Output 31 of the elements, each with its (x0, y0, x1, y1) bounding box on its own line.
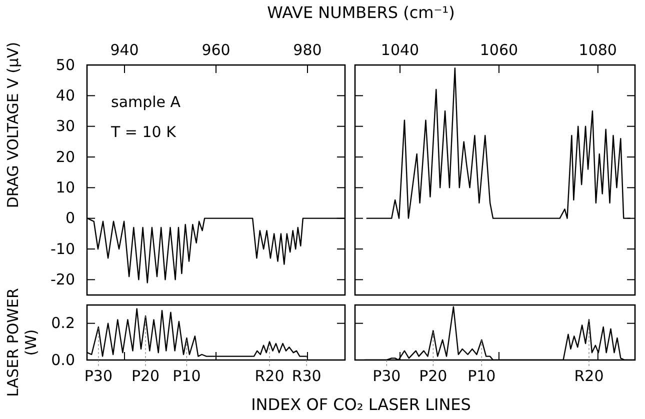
y-tick-label: 40 (56, 86, 75, 104)
annotation: T = 10 K (110, 123, 178, 141)
annotation: P10 (468, 367, 496, 385)
annotation: P10 (172, 367, 201, 385)
annotation: P20 (419, 367, 448, 385)
x-axis-title: INDEX OF CO₂ LASER LINES (251, 395, 471, 414)
x2-axis-title: WAVE NUMBERS (cm⁻¹) (267, 3, 455, 22)
y-tick-label: 50 (56, 56, 75, 74)
annotation: sample A (111, 93, 182, 111)
annotation: R20 (254, 367, 284, 385)
y-tick-label: -10 (50, 240, 75, 258)
y-tick-label: 10 (56, 178, 75, 196)
y-tick-label: 30 (56, 117, 75, 136)
y-axis-title: DRAG VOLTAGE V (μV) (4, 42, 22, 208)
x-tick-label: 1060 (480, 41, 518, 59)
x-tick-label: 980 (293, 41, 322, 59)
y-tick-label: 20 (56, 148, 75, 166)
annotation: P30 (372, 367, 401, 385)
y-tick-label: 0.0 (51, 350, 75, 369)
annotation: R30 (292, 367, 322, 385)
x-tick-label: 960 (202, 41, 230, 59)
annotation: R20 (574, 367, 604, 385)
x-tick-label: 940 (110, 41, 139, 59)
y-tick-label: 0.2 (51, 314, 75, 332)
y-tick-label: -20 (50, 270, 75, 288)
y-tick-label: 0 (65, 209, 75, 228)
annotation: P20 (131, 367, 160, 385)
y-axis-title: LASER POWER (W) (4, 288, 40, 397)
x-tick-label: 1080 (578, 41, 617, 59)
x-tick-label: 1040 (380, 41, 420, 59)
annotation: P30 (84, 367, 113, 385)
